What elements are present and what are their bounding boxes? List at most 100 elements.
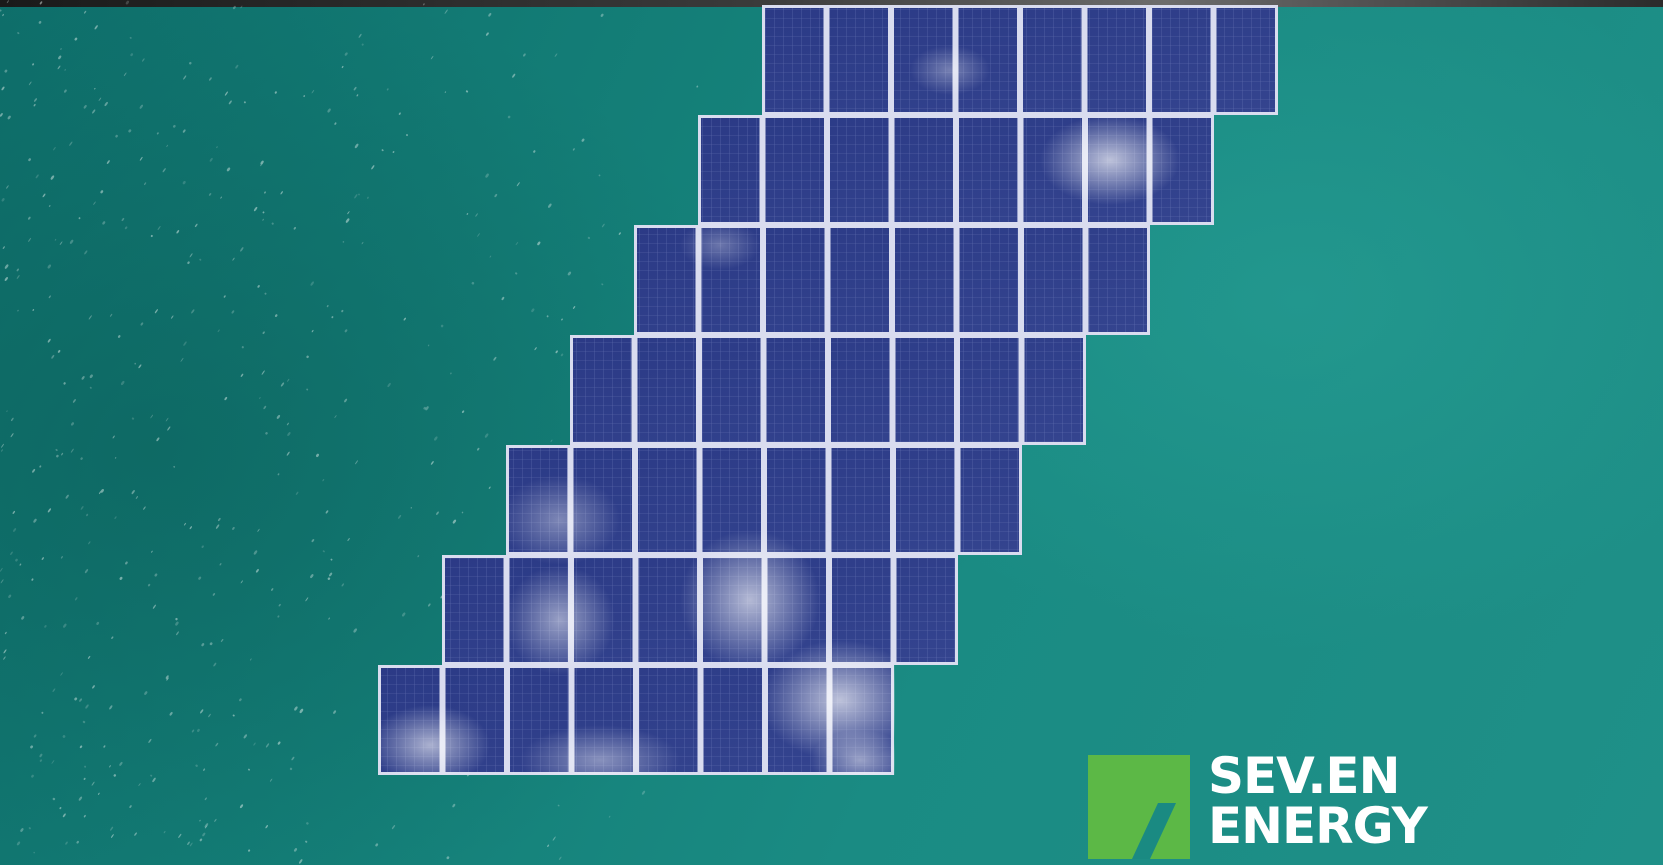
water-sparkle bbox=[289, 767, 293, 771]
solar-panel bbox=[957, 445, 1022, 555]
water-sparkle bbox=[94, 87, 96, 90]
water-sparkle bbox=[249, 658, 252, 661]
water-sparkle bbox=[47, 264, 51, 269]
water-sparkle bbox=[293, 848, 298, 852]
water-sparkle bbox=[20, 828, 24, 832]
water-sparkle bbox=[220, 196, 222, 199]
water-sparkle bbox=[347, 211, 350, 215]
water-sparkle bbox=[232, 526, 235, 530]
water-sparkle bbox=[547, 844, 550, 848]
water-sparkle bbox=[152, 777, 156, 783]
water-sparkle bbox=[189, 253, 193, 258]
water-sparkle bbox=[257, 528, 260, 532]
water-sparkle bbox=[80, 457, 83, 460]
water-sparkle bbox=[72, 399, 76, 403]
water-sparkle bbox=[550, 439, 553, 442]
water-sparkle bbox=[548, 203, 552, 208]
water-sparkle bbox=[109, 765, 111, 768]
water-sparkle bbox=[311, 89, 315, 94]
water-sparkle bbox=[310, 281, 314, 286]
solar-panel bbox=[893, 555, 958, 665]
water-sparkle bbox=[21, 616, 25, 620]
water-sparkle bbox=[356, 94, 359, 97]
water-sparkle bbox=[189, 842, 193, 847]
water-sparkle bbox=[444, 9, 448, 14]
water-sparkle bbox=[220, 638, 224, 643]
water-sparkle bbox=[202, 832, 206, 837]
solar-panel bbox=[699, 335, 764, 445]
water-sparkle bbox=[2, 13, 5, 17]
water-sparkle bbox=[201, 643, 205, 647]
water-sparkle bbox=[125, 0, 130, 5]
solar-panel bbox=[1149, 5, 1214, 115]
water-sparkle bbox=[56, 454, 59, 458]
water-sparkle bbox=[265, 825, 268, 829]
water-sparkle bbox=[28, 827, 31, 830]
water-sparkle bbox=[406, 134, 408, 137]
water-sparkle bbox=[403, 317, 406, 321]
water-sparkle bbox=[215, 742, 219, 747]
water-sparkle bbox=[423, 406, 427, 410]
water-sparkle bbox=[198, 576, 202, 580]
water-sparkle bbox=[515, 272, 518, 275]
water-sparkle bbox=[552, 836, 556, 841]
solar-panel bbox=[635, 445, 700, 555]
water-sparkle bbox=[89, 386, 92, 389]
water-sparkle bbox=[391, 825, 396, 830]
water-sparkle bbox=[150, 234, 153, 238]
water-sparkle bbox=[208, 713, 211, 718]
water-sparkle bbox=[33, 518, 37, 523]
water-sparkle bbox=[47, 508, 52, 513]
water-sparkle bbox=[410, 507, 413, 509]
water-sparkle bbox=[243, 734, 247, 739]
water-sparkle bbox=[1, 198, 5, 202]
water-sparkle bbox=[232, 257, 235, 261]
water-sparkle bbox=[452, 803, 456, 808]
water-sparkle bbox=[100, 190, 104, 194]
solar-panel bbox=[1021, 225, 1086, 335]
water-sparkle bbox=[81, 376, 85, 380]
water-sparkle bbox=[151, 550, 153, 553]
water-sparkle bbox=[417, 555, 420, 558]
water-sparkle bbox=[546, 315, 549, 318]
water-sparkle bbox=[187, 841, 190, 846]
water-sparkle bbox=[293, 226, 296, 230]
water-sparkle bbox=[16, 841, 21, 846]
water-sparkle bbox=[121, 217, 125, 222]
water-sparkle bbox=[64, 89, 67, 93]
logo-line-2: ENERGY bbox=[1208, 797, 1428, 855]
water-sparkle bbox=[387, 382, 391, 388]
water-sparkle bbox=[696, 85, 699, 88]
water-sparkle bbox=[264, 292, 267, 295]
water-sparkle bbox=[82, 720, 86, 724]
water-sparkle bbox=[423, 3, 425, 6]
water-sparkle bbox=[84, 250, 88, 255]
water-sparkle bbox=[294, 706, 298, 711]
water-sparkle bbox=[165, 417, 169, 422]
water-sparkle bbox=[217, 517, 221, 522]
water-sparkle bbox=[260, 162, 263, 167]
cloud-reflections bbox=[379, 45, 1180, 775]
water-sparkle bbox=[560, 353, 564, 357]
water-sparkle bbox=[47, 338, 51, 343]
water-sparkle bbox=[0, 579, 4, 584]
water-sparkle bbox=[195, 764, 198, 767]
water-sparkle bbox=[112, 435, 115, 439]
water-sparkle bbox=[331, 316, 334, 319]
water-sparkle bbox=[41, 557, 44, 560]
solar-panel bbox=[891, 115, 956, 225]
water-sparkle bbox=[32, 309, 35, 311]
water-sparkle bbox=[103, 745, 106, 748]
water-sparkle bbox=[191, 729, 195, 733]
water-sparkle bbox=[328, 617, 330, 620]
water-sparkle bbox=[74, 597, 78, 601]
water-sparkle bbox=[199, 819, 201, 822]
water-sparkle bbox=[555, 350, 558, 354]
solar-panel bbox=[956, 225, 1021, 335]
water-sparkle bbox=[333, 710, 337, 714]
water-sparkle bbox=[466, 213, 469, 215]
water-sparkle bbox=[33, 734, 37, 738]
water-sparkle bbox=[204, 797, 207, 801]
water-sparkle bbox=[0, 9, 2, 12]
water-sparkle bbox=[461, 410, 465, 414]
